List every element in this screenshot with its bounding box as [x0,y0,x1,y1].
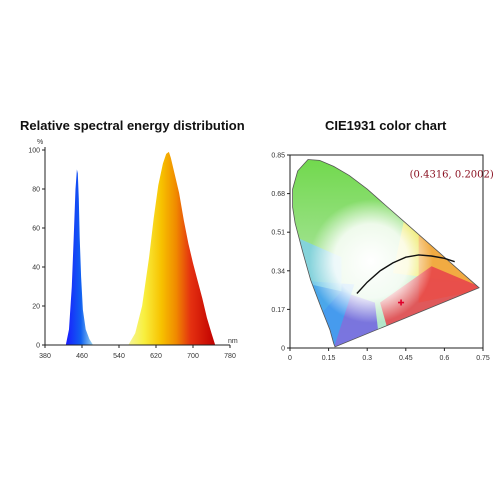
x-tick-label: 380 [39,353,51,360]
x-tick-label: 780 [224,353,236,360]
chromaticity-annotation: (0.4316, 0.2002) [410,170,494,181]
y-unit-label: % [37,139,43,146]
x-tick-label: 0.6 [440,355,450,362]
x-tick-label: 0.3 [362,355,372,362]
cie-chart: (0.4316, 0.2002) 0 0.17 0.34 0.51 0.68 0.85 0 0.… [271,153,494,363]
y-tick-label: 0.34 [271,268,285,275]
y-tick-label: 0 [281,346,285,353]
x-tick-label: 700 [187,353,199,360]
cie-white-center [292,159,480,347]
y-tick-label: 40 [32,265,40,272]
y-tick-label: 0 [36,343,40,350]
x-tick-label: 620 [150,353,162,360]
y-tick-label: 20 [32,304,40,311]
planckian-locus-line [356,254,455,294]
plot-frame [289,154,484,349]
y-tick-label: 0.51 [271,230,285,237]
chromaticity-point-marker [398,299,405,306]
spectrum-series-1 [65,169,94,345]
x-tick-label: 460 [76,353,88,360]
y-tick-label: 0.17 [271,307,285,314]
x-tick-label: 0.75 [476,355,490,362]
x-tick-label: 0.15 [322,355,336,362]
y-tick-label: 0.85 [271,153,285,160]
x-tick-label: 0.45 [399,355,413,362]
spectrum-series-2 [128,151,216,345]
y-tick-label: 100 [28,148,40,155]
x-tick-label: 540 [113,353,125,360]
left-chart-title: Relative spectral energy distribution [20,118,245,133]
y-tick-label: 80 [32,187,40,194]
spectral-chart: 0 20 40 60 80 100 380 460 540 620 700 780% nm [28,139,238,360]
cie-color-regions [292,159,480,347]
right-chart-title: CIE1931 color chart [325,118,447,133]
spectral-locus-outline [292,159,480,348]
x-tick-label: 0 [288,355,292,362]
y-tick-label: 60 [32,226,40,233]
y-tick-label: 0.68 [271,191,285,198]
x-unit-label: nm [228,338,238,345]
